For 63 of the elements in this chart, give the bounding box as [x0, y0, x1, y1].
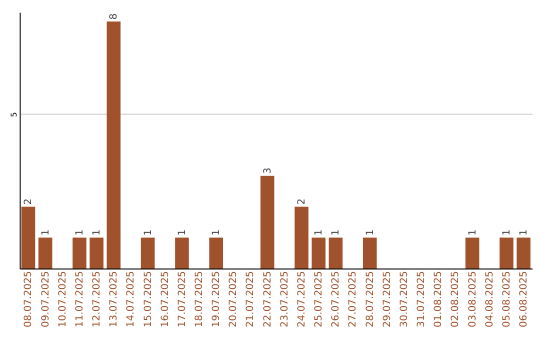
- x-tick-label: 26.07.2025: [330, 270, 342, 328]
- data-label: 2: [23, 198, 34, 205]
- bar: [90, 238, 104, 268]
- x-tick-label: 06.08.2025: [518, 270, 530, 328]
- data-label: 3: [262, 168, 274, 174]
- x-tick-label: 14.07.2025: [126, 270, 137, 328]
- bar: [500, 238, 514, 268]
- data-label: 1: [518, 229, 530, 236]
- bar: [465, 238, 480, 268]
- data-label: 1: [74, 229, 86, 236]
- data-label: 1: [92, 229, 103, 236]
- x-tick-label: 12.07.2025: [92, 270, 103, 328]
- x-tick-label: 02.08.2025: [450, 270, 462, 328]
- bar: [312, 238, 326, 268]
- x-tick-label: 04.08.2025: [484, 270, 496, 328]
- data-label: 1: [330, 229, 342, 236]
- x-tick-label: 28.07.2025: [364, 270, 376, 328]
- data-label: 1: [142, 229, 154, 236]
- x-tick-label: 01.08.2025: [433, 270, 444, 328]
- x-tick-label: 31.07.2025: [416, 270, 428, 328]
- x-tick-label: 18.07.2025: [194, 270, 206, 328]
- data-label: 2: [296, 198, 308, 205]
- bar: [260, 176, 274, 268]
- data-label: 1: [40, 229, 52, 236]
- bar: [72, 238, 86, 268]
- x-tick-label: 21.07.2025: [245, 270, 256, 328]
- data-label: 8: [108, 13, 120, 20]
- x-tick-label: 05.08.2025: [501, 270, 512, 328]
- x-tick-label: 03.08.2025: [467, 270, 478, 328]
- bar: [175, 238, 189, 268]
- bar: [21, 206, 36, 268]
- x-tick-label: 22.07.2025: [262, 270, 274, 328]
- x-tick-label: 10.07.2025: [57, 270, 68, 328]
- x-tick-label: 30.07.2025: [398, 270, 410, 328]
- x-tick-label: 20.07.2025: [228, 270, 240, 328]
- bar: [106, 22, 121, 268]
- y-tick-label: 5: [9, 112, 18, 118]
- x-tick-label: 15.07.2025: [142, 270, 154, 328]
- data-label: 1: [176, 229, 188, 236]
- x-tick-label: 16.07.2025: [160, 270, 171, 328]
- bar: [516, 238, 530, 268]
- x-tick-label: 17.07.2025: [176, 270, 188, 328]
- bar: [140, 238, 155, 268]
- x-tick-label: 13.07.2025: [108, 270, 120, 328]
- bar: [209, 238, 224, 268]
- data-label: 1: [211, 229, 222, 236]
- x-tick-label: 23.07.2025: [279, 270, 290, 328]
- bar: [328, 238, 343, 268]
- x-tick-label: 09.07.2025: [40, 270, 52, 328]
- x-tick-label: 08.07.2025: [23, 270, 34, 328]
- bar: [294, 206, 308, 268]
- data-label: 1: [467, 229, 478, 236]
- x-tick-label: 27.07.2025: [348, 270, 359, 328]
- data-label: 1: [314, 229, 325, 236]
- bar: [38, 238, 52, 268]
- bar: [362, 238, 377, 268]
- x-tick-label: 24.07.2025: [296, 270, 308, 328]
- data-label: 1: [364, 229, 376, 236]
- x-tick-label: 29.07.2025: [382, 270, 393, 328]
- data-label: 1: [501, 229, 512, 236]
- x-tick-label: 25.07.2025: [314, 270, 325, 328]
- x-tick-label: 11.07.2025: [74, 270, 86, 328]
- x-tick-label: 19.07.2025: [211, 270, 222, 328]
